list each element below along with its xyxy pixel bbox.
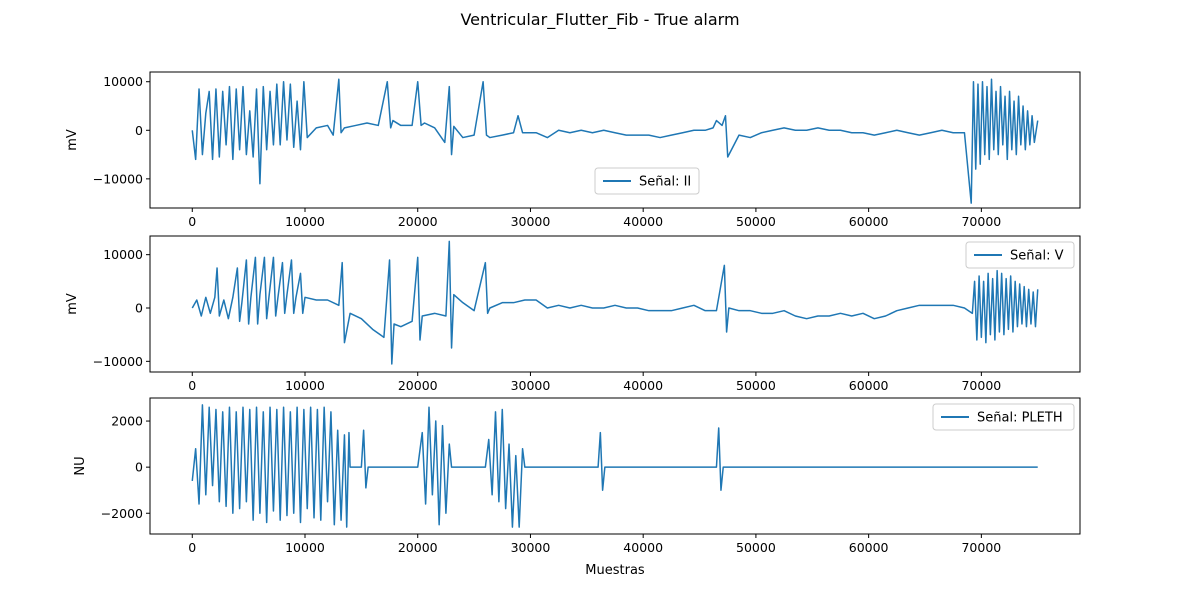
legend-3: Señal: PLETH [932,403,1075,431]
y-axis-label-1: mV [65,129,80,151]
y-tick-label: 10000 [103,74,143,89]
x-tick-label: 50000 [736,378,776,393]
x-tick-label: 40000 [623,378,663,393]
x-tick-label: 60000 [849,214,889,229]
x-tick-label: 20000 [398,378,438,393]
x-tick-label: 60000 [849,378,889,393]
x-tick-label: 70000 [961,214,1001,229]
x-tick-label: 60000 [849,540,889,555]
x-tick-label: 0 [188,378,196,393]
y-tick-label: 0 [135,301,143,316]
y-tick-label: −10000 [93,171,143,186]
x-tick-label: 30000 [511,378,551,393]
x-axis-label: Muestras [585,563,645,578]
axes-frame-3 [149,397,1081,535]
legend-box [594,167,700,195]
x-tick-label: 10000 [285,378,325,393]
y-axis-label-2: mV [65,293,80,315]
series-line-2 [191,240,1039,365]
x-tick-label: 50000 [736,540,776,555]
x-tick-label: 50000 [736,214,776,229]
y-axis-label-3: NU [73,456,88,475]
x-tick-label: 40000 [623,540,663,555]
series-line-1 [191,78,1039,204]
axes-frame-1 [149,71,1081,209]
x-tick-label: 70000 [961,378,1001,393]
x-tick-label: 0 [188,214,196,229]
subplots: 0 10000 20000 30000 40000 50000 60000 70000−100… [65,71,1081,555]
legend-label: Señal: PLETH [977,411,1063,426]
x-tick-label: 20000 [398,540,438,555]
legend-1: Señal: II [594,167,700,195]
x-tick-label: 20000 [398,214,438,229]
subplot-2: 0 10000 20000 30000 40000 50000 60000 70000 −100… [65,235,1081,393]
x-tick-label: 10000 [285,540,325,555]
subplot-1: 0 10000 20000 30000 40000 50000 60000 70000 −100… [65,71,1081,229]
legend-box [965,241,1075,269]
legend-2: Señal: V [965,241,1075,269]
legend-label: Señal: II [639,175,691,190]
y-tick-label: 10000 [103,247,143,262]
y-tick-label: 2000 [111,414,143,429]
y-tick-label: −10000 [93,354,143,369]
y-tick-label: 0 [135,460,143,475]
axes-frame-2 [149,235,1081,373]
x-tick-label: 0 [188,540,196,555]
legend-box [932,403,1075,431]
subplot-3: 0 10000 20000 30000 40000 50000 60000 70000−200… [73,397,1081,555]
figure-title: Ventricular_Flutter_Fib - True alarm [460,10,739,30]
y-tick-label: 0 [135,123,143,138]
legend-label: Señal: V [1010,249,1064,264]
series-line-3 [191,404,1038,528]
x-tick-label: 30000 [511,540,551,555]
x-tick-label: 70000 [961,540,1001,555]
x-tick-label: 10000 [285,214,325,229]
x-tick-label: 40000 [623,214,663,229]
x-tick-label: 30000 [511,214,551,229]
y-tick-label: −2000 [101,506,143,521]
